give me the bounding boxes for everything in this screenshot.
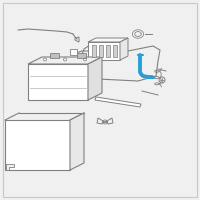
FancyBboxPatch shape bbox=[70, 49, 77, 55]
Polygon shape bbox=[6, 164, 14, 170]
Polygon shape bbox=[120, 38, 128, 60]
Polygon shape bbox=[88, 38, 128, 42]
FancyBboxPatch shape bbox=[92, 45, 96, 57]
Polygon shape bbox=[5, 120, 70, 170]
FancyBboxPatch shape bbox=[106, 45, 110, 57]
Polygon shape bbox=[95, 97, 141, 107]
Polygon shape bbox=[88, 57, 102, 100]
Polygon shape bbox=[28, 57, 102, 64]
FancyBboxPatch shape bbox=[77, 53, 86, 58]
FancyBboxPatch shape bbox=[50, 53, 59, 58]
Polygon shape bbox=[88, 42, 120, 60]
FancyBboxPatch shape bbox=[99, 45, 103, 57]
Polygon shape bbox=[28, 64, 88, 100]
FancyBboxPatch shape bbox=[113, 45, 117, 57]
Polygon shape bbox=[70, 113, 84, 170]
